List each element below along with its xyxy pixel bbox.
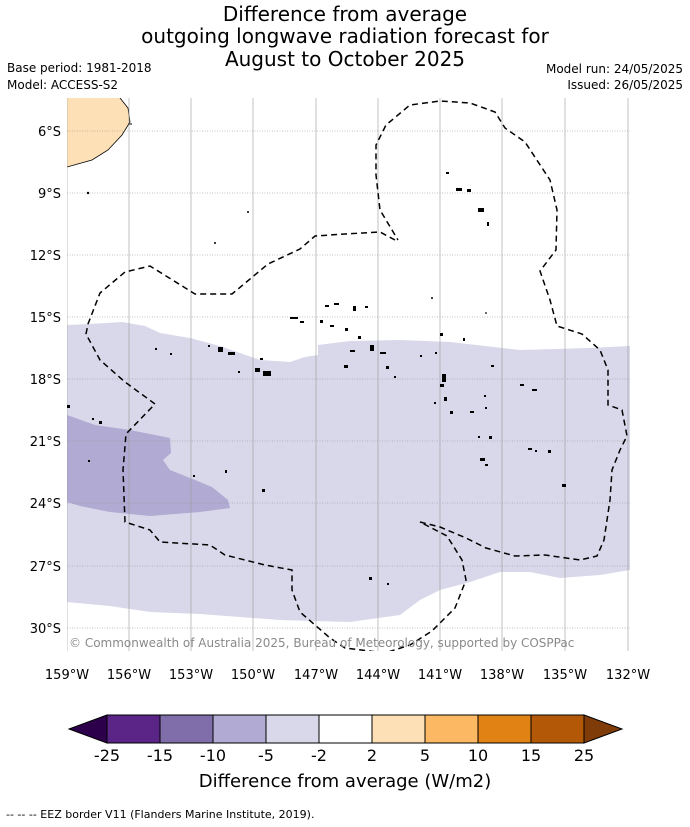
colorbar-tick-label: 10 — [468, 746, 488, 765]
colorbar-swatch — [424, 714, 479, 744]
title-line-2: outgoing longwave radiation forecast for — [141, 24, 549, 48]
longitude-label: 147°W — [294, 668, 338, 683]
colorbar-tick-label: -2 — [311, 746, 327, 765]
islands — [67, 172, 566, 585]
longitude-label: 156°W — [107, 668, 151, 683]
longitude-label: 144°W — [356, 668, 400, 683]
colorbar-under-arrow — [67, 714, 108, 744]
longitude-label: 132°W — [606, 668, 650, 683]
latitude-label: 21°S — [30, 435, 61, 450]
longitude-label: 141°W — [418, 668, 462, 683]
eez-border — [85, 100, 628, 651]
colorbar-title: Difference from average (W/m2) — [198, 771, 492, 792]
longitude-label: 150°W — [231, 668, 275, 683]
colorbar-swatch — [265, 714, 320, 744]
colorbar-swatch — [371, 714, 426, 744]
colorbar-tick-label: 25 — [574, 746, 594, 765]
longitude-label: 159°W — [45, 668, 89, 683]
latitude-label: 27°S — [30, 560, 61, 575]
anomaly-region-neg2-neg5 — [67, 322, 630, 622]
latitude-label: 18°S — [30, 373, 61, 388]
colorbar-tick-label: -25 — [94, 746, 120, 765]
colorbar-swatch — [477, 714, 532, 744]
latitude-label: 9°S — [38, 187, 61, 202]
colorbar-swatch — [530, 714, 585, 744]
model-name: Model: ACCESS-S2 — [7, 78, 119, 92]
colorbar-tick-label: -15 — [147, 746, 173, 765]
latitude-label: 6°S — [38, 125, 61, 140]
colorbar-swatch — [318, 714, 373, 744]
gridlines — [67, 98, 630, 651]
longitude-label: 135°W — [543, 668, 587, 683]
title-line-1: Difference from average — [222, 2, 468, 26]
colorbar-swatch — [159, 714, 214, 744]
issued-date: Issued: 26/05/2025 — [567, 78, 683, 92]
latitude-labels: 6°S 9°S 12°S 15°S 18°S 21°S 24°S 27°S 30°S — [30, 125, 61, 637]
copyright-notice: © Commonwealth of Australia 2025, Bureau… — [69, 636, 574, 650]
longitude-labels: 159°W 156°W 153°W 150°W 147°W 144°W 141°W 138°W… — [45, 668, 650, 683]
latitude-label: 12°S — [30, 249, 61, 264]
latitude-label: 15°S — [30, 311, 61, 326]
colorbar-tick-label: -10 — [200, 746, 226, 765]
colorbar-tick-label: -5 — [258, 746, 274, 765]
colorbar-tick-label: 5 — [420, 746, 430, 765]
longitude-label: 138°W — [480, 668, 524, 683]
colorbar-swatch — [212, 714, 267, 744]
colorbar: -25 -15 -10 -5 -2 2 5 10 15 25 — [67, 714, 624, 765]
model-run: Model run: 24/05/2025 — [545, 62, 683, 76]
title-line-3: August to October 2025 — [224, 47, 466, 71]
colorbar-over-arrow — [583, 714, 624, 744]
colorbar-tick-label: 15 — [521, 746, 541, 765]
base-period: Base period: 1981-2018 — [7, 61, 152, 75]
longitude-label: 153°W — [169, 668, 213, 683]
eez-legend-note: -- -- -- EEZ border V11 (Flanders Marine… — [6, 808, 315, 821]
latitude-label: 24°S — [30, 497, 61, 512]
colorbar-swatch — [106, 714, 161, 744]
anomaly-region-pos2-pos5 — [67, 98, 130, 167]
latitude-label: 30°S — [30, 622, 61, 637]
colorbar-tick-label: 2 — [367, 746, 377, 765]
anomaly-region-neg5-neg10 — [67, 415, 230, 516]
